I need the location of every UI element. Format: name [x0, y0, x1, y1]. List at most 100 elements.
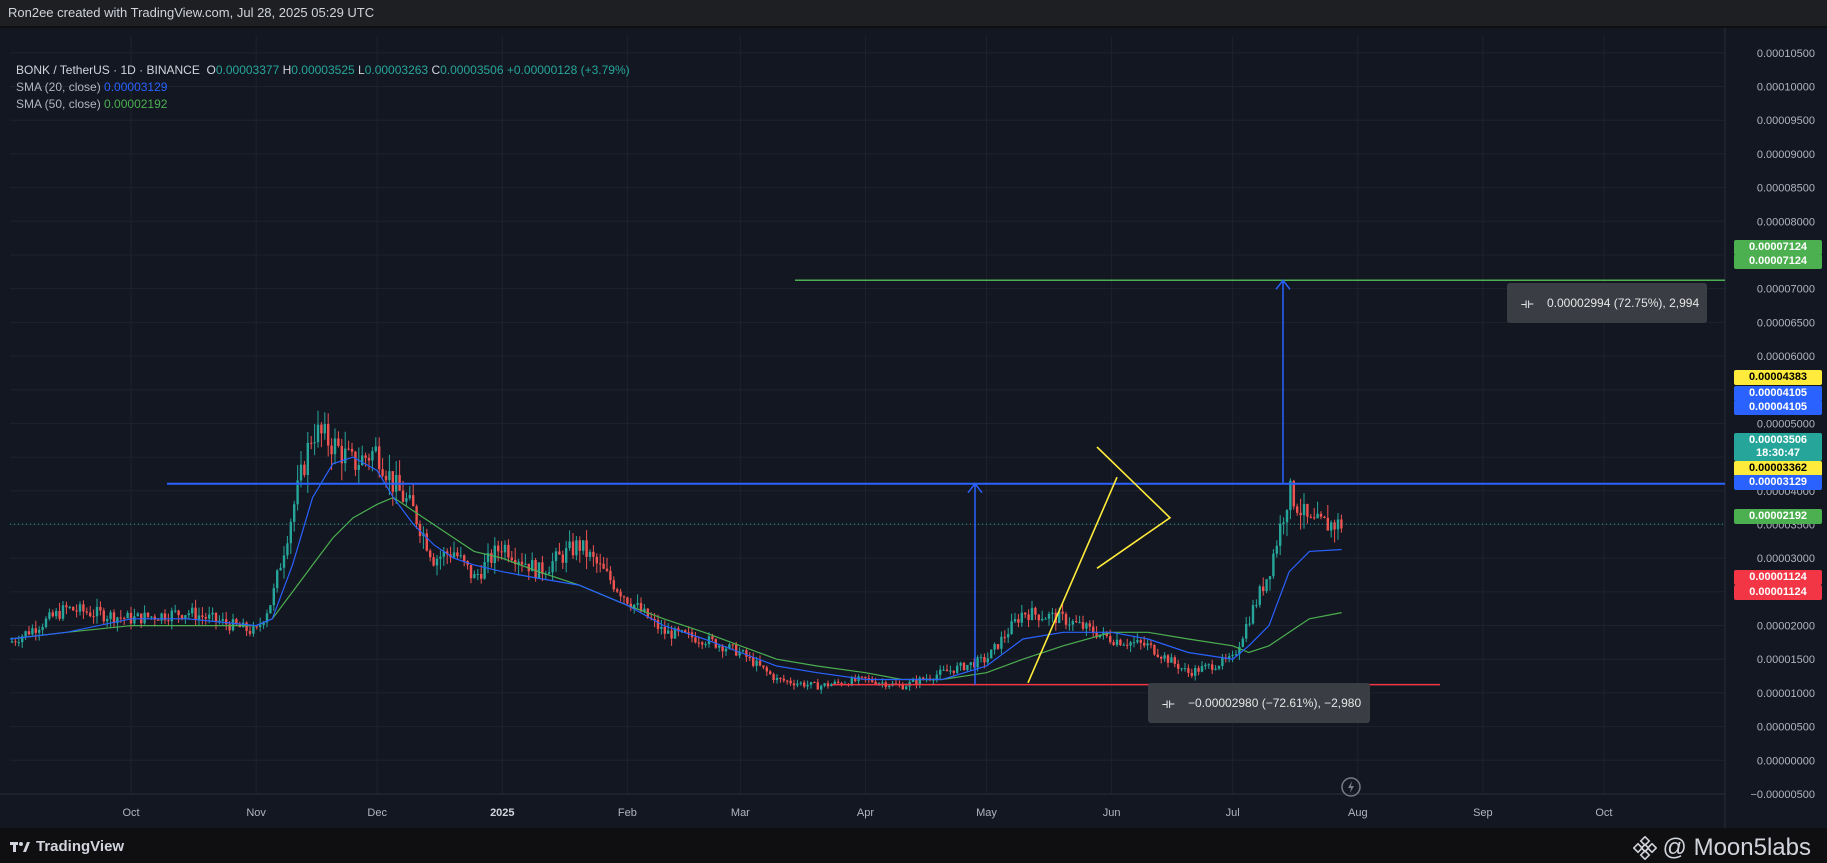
sma50-label[interactable]: SMA (50, close): [16, 97, 101, 111]
candle-body: [1309, 516, 1312, 518]
sma20-line: [9, 456, 1342, 681]
candle-body: [813, 682, 816, 684]
candle-body: [55, 611, 58, 617]
candle-body: [806, 684, 809, 687]
candle-body: [1231, 655, 1234, 657]
candle-body: [1170, 657, 1173, 663]
candle-body: [1313, 517, 1316, 519]
sma20-label[interactable]: SMA (20, close): [16, 80, 101, 94]
candle-body: [575, 540, 578, 556]
candle-body: [262, 622, 265, 625]
candle-body: [758, 660, 762, 666]
candle-body: [500, 551, 503, 553]
candle-body: [762, 665, 765, 668]
candle-body: [65, 605, 68, 608]
candle-body: [1200, 666, 1204, 672]
candle-body: [969, 662, 972, 665]
candle-body: [24, 631, 27, 637]
y-tick-label: 0.00010500: [1757, 48, 1815, 60]
price-axis-tag: 0.00001124: [1734, 585, 1822, 600]
candle-body: [480, 573, 483, 579]
price-axis-tag: 0.00001124: [1734, 570, 1822, 585]
candle-body: [728, 644, 731, 649]
candle-body: [551, 561, 554, 573]
sma50-value: 0.00002192: [104, 97, 168, 111]
candle-body: [1112, 642, 1115, 645]
price-chart[interactable]: 0.00010500 0.00010000 0.00009500 0.00009000…: [0, 28, 1827, 828]
ohlc-open: 0.00003377: [215, 63, 280, 77]
candle-body: [1330, 522, 1333, 531]
candle-body: [1234, 654, 1238, 656]
candle-body: [289, 521, 292, 544]
price-axis-tag: 0.00003506: [1734, 433, 1822, 448]
measure-up-label[interactable]: ⟛ 0.00002994 (72.75%), 2,994: [1507, 283, 1707, 323]
tradingview-logo[interactable]: TradingView: [10, 838, 124, 855]
y-tick-label: 0.00009000: [1757, 149, 1815, 161]
candle-body: [534, 560, 537, 579]
candle-body: [34, 628, 37, 633]
candle-body: [1061, 611, 1064, 614]
candle-body: [595, 556, 598, 564]
candle-body: [684, 630, 687, 633]
candle-body: [629, 603, 632, 608]
candle-body: [1047, 613, 1051, 619]
candle-body: [459, 555, 462, 557]
candle-body: [1183, 668, 1187, 670]
candle-body: [707, 636, 711, 645]
candle-body: [214, 612, 218, 622]
candle-body: [1251, 605, 1255, 624]
candle-body: [568, 541, 571, 549]
candle-body: [279, 567, 282, 571]
candle-body: [340, 445, 343, 464]
candle-body: [558, 551, 561, 555]
candle-body: [177, 610, 180, 616]
candle-body: [493, 545, 496, 563]
candle-body: [452, 552, 456, 558]
candle-body: [1136, 640, 1139, 643]
candle-body: [211, 612, 214, 615]
chart-area[interactable]: 0.00010500 0.00010000 0.00009500 0.00009000…: [0, 28, 1827, 828]
candle-body: [456, 552, 459, 557]
candle-body: [75, 610, 78, 612]
candle-body: [469, 565, 473, 579]
candle-body: [990, 649, 993, 659]
ohlc-change: +0.00000128 (+3.79%): [506, 63, 630, 77]
candle-body: [1285, 510, 1289, 523]
y-tick-label: 0.00003000: [1757, 553, 1815, 565]
candle-body: [741, 650, 745, 652]
candle-body: [1129, 642, 1132, 646]
candle-body: [1122, 644, 1125, 646]
flagpole-line: [1027, 476, 1118, 684]
ohlc-low-label: L: [358, 63, 365, 77]
candle-body: [1204, 664, 1207, 667]
candle-body: [633, 604, 636, 608]
candle-body: [779, 677, 782, 679]
candle-body: [796, 683, 799, 686]
candle-body: [752, 656, 755, 666]
candle-body: [123, 617, 126, 619]
candle-body: [367, 457, 371, 461]
watermark: @ Moon5labs: [1632, 834, 1811, 862]
candle-body: [14, 641, 17, 643]
candle-body: [820, 685, 823, 690]
candle-body: [320, 424, 323, 434]
candle-body: [197, 615, 201, 620]
candle-body: [979, 657, 983, 659]
candle-body: [323, 424, 326, 434]
candle-body: [1173, 657, 1176, 664]
lightning-icon[interactable]: [1340, 776, 1362, 803]
candle-body: [680, 630, 683, 632]
measure-down-label[interactable]: ⟛ −0.00002980 (−72.61%), −2,980: [1148, 683, 1370, 723]
candle-body: [612, 580, 615, 590]
candle-body: [17, 642, 20, 644]
candle-body: [384, 475, 388, 481]
candle-body: [136, 613, 139, 617]
candle-body: [1316, 513, 1319, 519]
candle-body: [864, 676, 867, 679]
y-tick-label: −0.00000500: [1750, 789, 1815, 801]
candle-body: [1211, 664, 1214, 670]
candle-body: [1190, 672, 1193, 676]
candle-body: [184, 615, 187, 619]
candle-body: [1306, 504, 1309, 517]
symbol-name[interactable]: BONK / TetherUS · 1D · BINANCE: [16, 63, 200, 77]
